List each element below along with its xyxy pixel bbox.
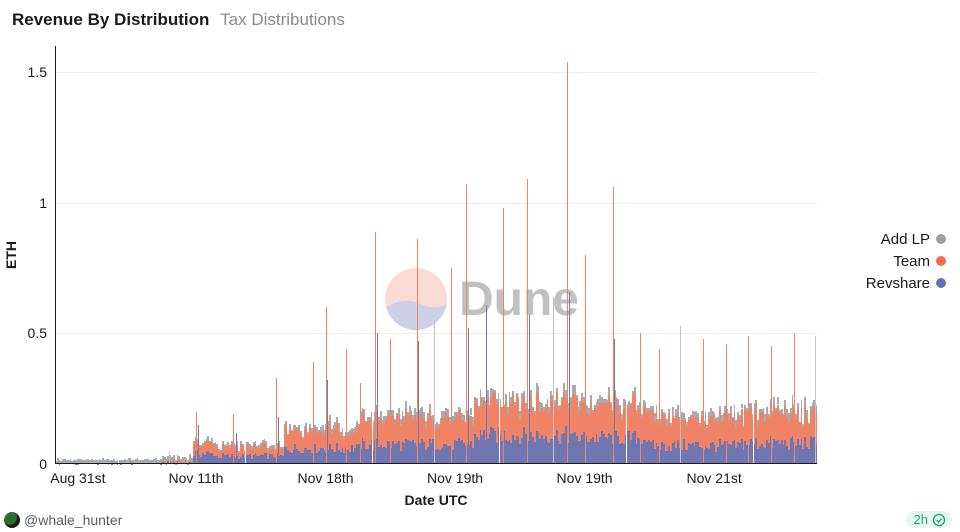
spike [680,326,681,464]
author-avatar-icon [4,512,20,528]
x-tick: Nov 21st [687,470,742,486]
spike [614,339,615,464]
spike [585,255,586,464]
spike [198,425,199,464]
legend-item[interactable]: Team [866,250,946,272]
legend-label: Team [893,253,930,270]
spike [313,362,314,464]
spike [346,349,347,464]
y-axis-label: ETH [3,241,19,269]
y-tick: 1 [39,195,47,211]
spike [468,328,469,464]
spike [451,268,452,464]
spike [569,292,570,464]
spike [726,344,727,464]
legend-swatch-icon [936,278,946,288]
y-tick: 1.5 [28,64,47,80]
x-axis-label: Date UTC [404,492,467,508]
x-tick: Aug 31st [50,470,105,486]
spike [233,414,234,464]
spike [553,297,554,464]
chart-legend: Add LP Team Revshare [866,228,946,294]
spike [748,336,749,464]
legend-item[interactable]: Add LP [866,228,946,250]
refresh-stamp[interactable]: 2h [906,511,952,528]
legend-label: Add LP [881,231,930,248]
spike [815,336,816,464]
x-tick: Nov 19th [427,470,483,486]
legend-swatch-icon [936,234,946,244]
spike [703,339,704,464]
spike [529,315,530,464]
legend-swatch-icon [936,256,946,266]
x-tick: Nov 18th [297,470,353,486]
spike [659,349,660,464]
legend-item[interactable]: Revshare [866,272,946,294]
spike [434,320,435,464]
legend-label: Revshare [866,275,930,292]
spike [794,333,795,464]
spike [278,417,279,464]
author-footer[interactable]: @whale_hunter [4,512,122,528]
spike [418,341,419,464]
spike [196,412,197,464]
chart-title: Revenue By Distribution [12,10,209,29]
spike [486,305,487,464]
check-circle-icon [932,513,946,527]
spike [640,333,641,464]
x-tick: Nov 19th [557,470,613,486]
stacked-bars [55,46,817,464]
y-tick: 0.5 [28,325,47,341]
spike [503,208,504,464]
spike [360,383,361,464]
spike [236,433,237,464]
spike [390,339,391,464]
chart-subtitle: Tax Distributions [220,10,345,29]
x-tick: Nov 11th [168,470,223,486]
refresh-age: 2h [914,512,928,527]
spike [771,346,772,464]
spike [327,380,328,464]
x-axis-line [55,463,817,464]
y-tick: 0 [39,456,47,472]
chart-plot-area: Dune ETH Date UTC 00.511.5 Aug 31stNov 1… [55,46,817,464]
chart-header: Revenue By Distribution Tax Distribution… [12,10,345,30]
author-handle: @whale_hunter [24,512,122,528]
y-axis-line [55,46,56,464]
spike [377,333,378,464]
